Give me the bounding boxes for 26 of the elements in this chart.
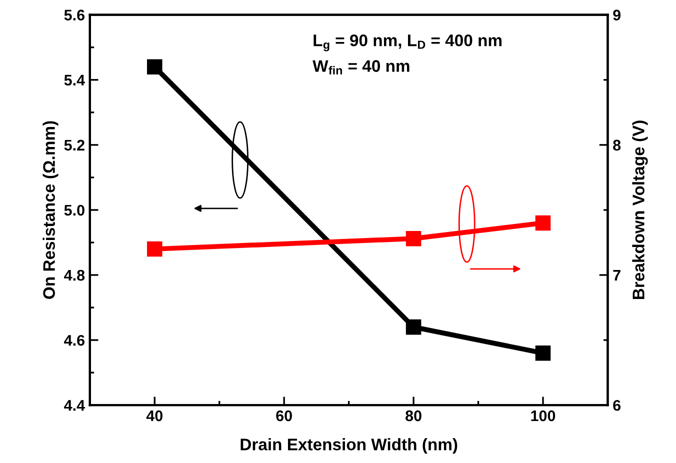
y-tick-label: 5.4 [64, 74, 85, 86]
y2-tick-label: 9 [613, 10, 621, 20]
x-axis-title: Drain Extension Width (nm) [240, 438, 458, 454]
annotation: W$_{fin}$ = 40 nm [312, 60, 410, 74]
y-tick-label: 4.8 [64, 270, 85, 281]
point [406, 319, 422, 335]
y2-axis-title: Breakdown Voltage (V) [632, 120, 648, 299]
annotation: L$_{g}$ = 90 nm, L$_{D}$ = 400 nm [314, 34, 502, 52]
point [406, 230, 422, 246]
y2-tick-label: 7 [613, 270, 620, 281]
y2-tick-label: 6 [613, 400, 621, 411]
x-tick-label: 40 [146, 410, 163, 422]
x-tick-label: 60 [276, 410, 292, 422]
point [146, 59, 162, 74]
y-axis-title: On Resistance (Ω.mm) [42, 121, 58, 299]
point [535, 345, 551, 361]
x-tick-label: 100 [531, 410, 556, 422]
y-tick-label: 5.2 [64, 140, 84, 151]
y-tick-label: 4.6 [64, 334, 84, 346]
point [146, 241, 162, 257]
y-tick-label: 4.4 [64, 400, 85, 411]
x-tick-label: 80 [406, 410, 422, 422]
y2-tick-label: 8 [613, 140, 621, 151]
y-tick-label: 5.6 [64, 10, 84, 20]
point [535, 215, 551, 231]
y-tick-label: 5.0 [64, 204, 84, 216]
